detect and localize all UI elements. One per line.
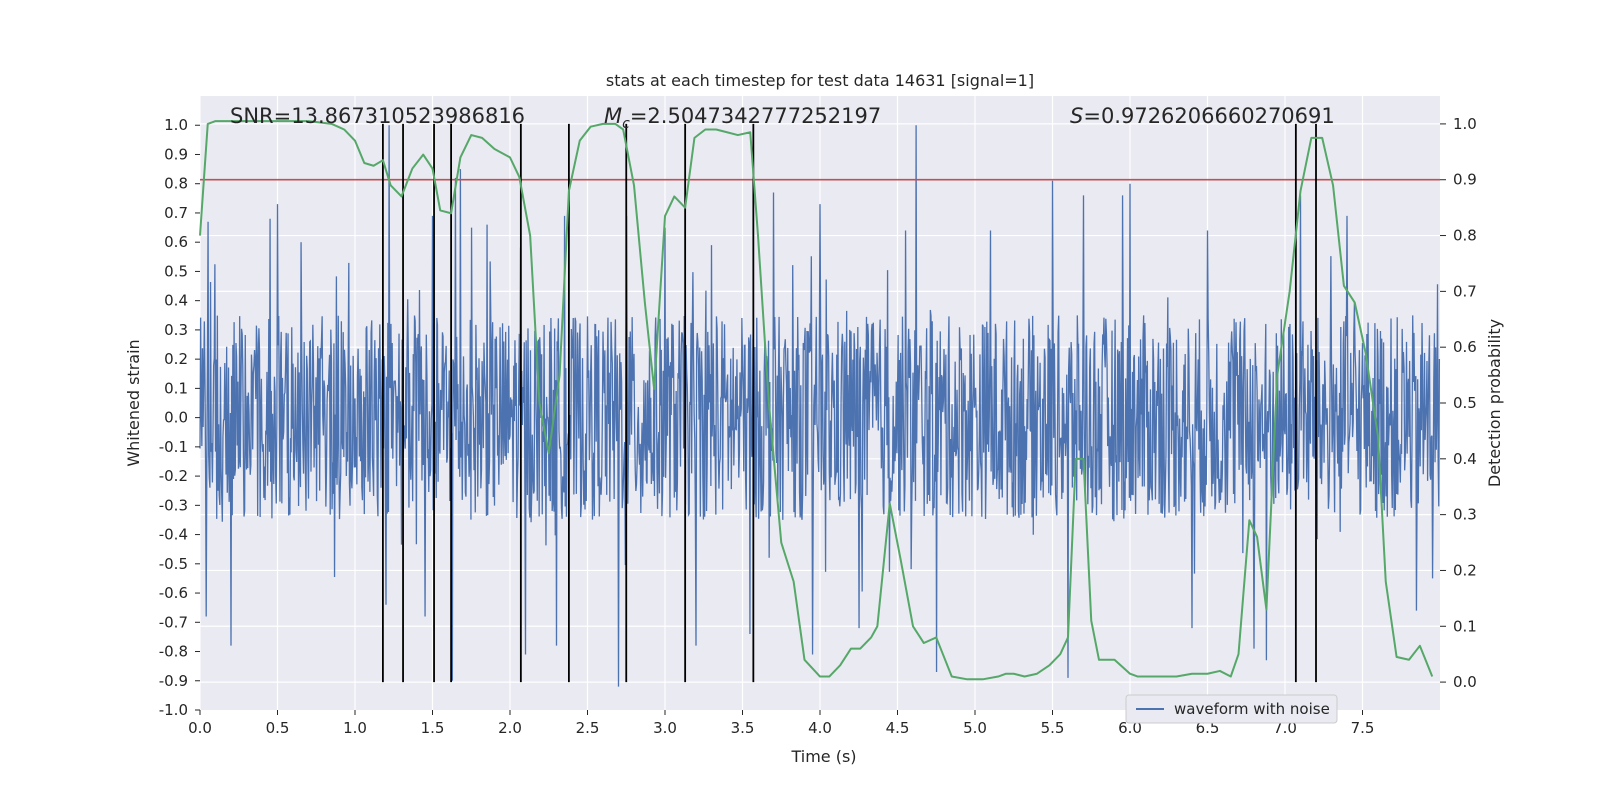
y-axis-label: Whitened strain: [124, 339, 143, 466]
probability-series: [199, 120, 1434, 681]
legend-box: [1125, 694, 1338, 724]
score-annotation: S=0.9726206660270691: [1070, 104, 1335, 128]
y-tick-label: -0.8: [159, 643, 188, 661]
snr-annotation: SNR=13.867310523986816: [230, 104, 525, 128]
x-tick-label: 0.5: [266, 719, 290, 737]
x-tick-label: 1.0: [343, 719, 367, 737]
y-tick-label: 0.4: [164, 292, 188, 310]
y-tick-label: -0.2: [159, 467, 188, 485]
y-tick-label: -1.0: [159, 701, 188, 719]
right-y-tick-label: 0.4: [1453, 450, 1477, 468]
y-tick-label: -0.1: [159, 438, 188, 456]
x-tick-label: 2.5: [576, 719, 600, 737]
y-tick-label: 0.1: [164, 379, 188, 397]
score-symbol: S: [1070, 104, 1083, 128]
y-tick-label: -0.5: [159, 555, 188, 573]
x-tick-label: 1.5: [421, 719, 445, 737]
chirp-mass-annotation: Mc=2.5047342777252197: [604, 104, 881, 132]
waveform-line: [199, 125, 1441, 687]
right-y-tick-label: 0.5: [1453, 394, 1477, 412]
chirp-mass-symbol: M: [604, 104, 622, 128]
right-y-tick-label: 0.0: [1453, 673, 1477, 691]
chirp-mass-subscript: c: [622, 116, 630, 132]
y-tick-label: 0.7: [164, 204, 188, 222]
probability-line: [199, 120, 1434, 681]
y-tick-label: -0.3: [159, 496, 188, 514]
x-tick-label: 5.0: [963, 719, 987, 737]
right-y-tick-label: 0.8: [1453, 227, 1477, 245]
chart-title: stats at each timestep for test data 146…: [606, 71, 1034, 90]
x-axis-label: Time (s): [790, 747, 856, 766]
legend: waveform with noise: [1125, 694, 1338, 724]
x-tick-label: 3.0: [653, 719, 677, 737]
y-tick-label: 0.0: [164, 409, 188, 427]
event-markers: [200, 123, 1440, 683]
legend-label-waveform: waveform with noise: [1174, 700, 1330, 718]
right-y-tick-label: 0.9: [1453, 171, 1477, 189]
right-y-tick-label: 0.7: [1453, 282, 1477, 300]
y-tick-label: 1.0: [164, 116, 188, 134]
y-tick-label: -0.4: [159, 526, 188, 544]
chirp-mass-value: =2.5047342777252197: [630, 104, 881, 128]
y-tick-label: 0.9: [164, 145, 188, 163]
y-tick-label: -0.9: [159, 672, 188, 690]
score-value: =0.9726206660270691: [1083, 104, 1334, 128]
x-tick-label: 7.5: [1351, 719, 1375, 737]
right-y-tick-label: 0.2: [1453, 561, 1477, 579]
y-tick-label: 0.3: [164, 321, 188, 339]
waveform-series: [199, 125, 1441, 687]
right-y-tick-label: 0.3: [1453, 506, 1477, 524]
x-tick-label: 5.5: [1041, 719, 1065, 737]
y-tick-label: 0.5: [164, 262, 188, 280]
right-y-axis-label: Detection probability: [1485, 319, 1504, 487]
right-y-tick-label: 1.0: [1453, 115, 1477, 133]
right-y-tick-label: 0.6: [1453, 338, 1477, 356]
x-tick-label: 4.0: [808, 719, 832, 737]
x-tick-label: 3.5: [731, 719, 755, 737]
y-tick-label: -0.6: [159, 584, 188, 602]
right-y-tick-label: 0.1: [1453, 617, 1477, 635]
x-tick-label: 2.0: [498, 719, 522, 737]
y-tick-label: -0.7: [159, 613, 188, 631]
y-tick-label: 0.8: [164, 175, 188, 193]
y-tick-label: 0.6: [164, 233, 188, 251]
x-tick-label: 4.5: [886, 719, 910, 737]
x-tick-label: 0.0: [188, 719, 212, 737]
y-tick-label: 0.2: [164, 350, 188, 368]
